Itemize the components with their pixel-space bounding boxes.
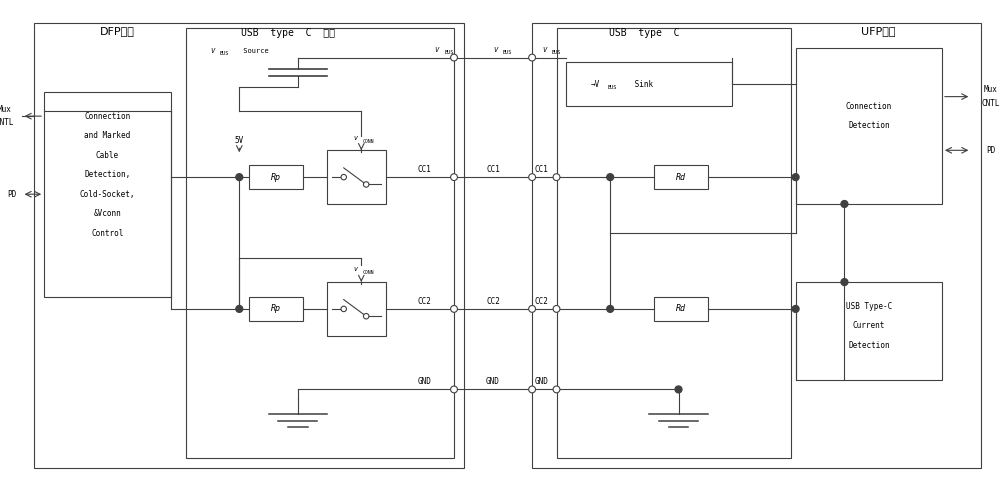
Text: 5V: 5V	[235, 136, 244, 145]
Text: BUS: BUS	[220, 51, 229, 56]
Circle shape	[675, 386, 682, 393]
Text: CC1: CC1	[418, 165, 432, 174]
Circle shape	[792, 305, 799, 312]
Circle shape	[341, 174, 346, 180]
Circle shape	[607, 174, 614, 181]
Circle shape	[529, 174, 536, 181]
Circle shape	[529, 305, 536, 312]
Text: GND: GND	[486, 377, 500, 386]
Text: PD: PD	[7, 190, 17, 199]
Circle shape	[529, 54, 536, 61]
Text: →V: →V	[591, 80, 600, 89]
Text: PD: PD	[986, 146, 995, 155]
Text: Current: Current	[853, 322, 885, 330]
Text: BUS: BUS	[552, 50, 561, 55]
Text: Connection: Connection	[846, 102, 892, 111]
Circle shape	[451, 54, 457, 61]
Circle shape	[553, 305, 560, 312]
Text: CONN: CONN	[362, 139, 374, 144]
Text: CC2: CC2	[418, 297, 432, 306]
Text: BUS: BUS	[444, 50, 454, 55]
Text: Rd: Rd	[676, 305, 686, 313]
Text: V: V	[542, 47, 546, 53]
Text: GND: GND	[535, 377, 549, 386]
Text: CNTL: CNTL	[982, 99, 1000, 108]
Text: Detection: Detection	[848, 341, 890, 350]
Text: Rd: Rd	[676, 173, 686, 182]
Text: CONN: CONN	[362, 270, 374, 275]
Text: Rp: Rp	[271, 173, 281, 182]
Text: V: V	[353, 267, 357, 272]
Circle shape	[236, 174, 243, 181]
Text: DFP机台: DFP机台	[100, 26, 135, 36]
Text: CC2: CC2	[535, 297, 549, 306]
Circle shape	[841, 279, 848, 285]
Text: BUS: BUS	[607, 85, 617, 90]
Text: Source: Source	[239, 48, 269, 54]
Text: Detection: Detection	[848, 122, 890, 130]
Text: USB  type  C  线路: USB type C 线路	[241, 28, 335, 38]
Circle shape	[363, 313, 369, 319]
Text: Mux: Mux	[984, 85, 998, 94]
Text: CNTL: CNTL	[0, 119, 14, 127]
Circle shape	[792, 174, 799, 181]
Circle shape	[841, 201, 848, 207]
Circle shape	[341, 306, 346, 312]
Text: USB Type-C: USB Type-C	[846, 302, 892, 311]
Circle shape	[451, 386, 457, 393]
Text: and Marked: and Marked	[84, 131, 131, 140]
Circle shape	[363, 182, 369, 187]
Circle shape	[236, 305, 243, 312]
Text: Detection,: Detection,	[84, 170, 131, 179]
Text: V: V	[210, 48, 214, 54]
Text: V: V	[434, 47, 439, 53]
Text: USB  type  C: USB type C	[609, 28, 680, 38]
Text: UFP机台: UFP机台	[861, 26, 896, 36]
Text: GND: GND	[418, 377, 432, 386]
Text: CC2: CC2	[486, 297, 500, 306]
Text: Mux: Mux	[0, 105, 12, 114]
Circle shape	[553, 386, 560, 393]
Text: BUS: BUS	[503, 50, 512, 55]
Text: Cable: Cable	[96, 151, 119, 160]
Text: CC1: CC1	[486, 165, 500, 174]
Text: Sink: Sink	[630, 80, 653, 89]
Text: V: V	[493, 47, 497, 53]
Text: &Vconn: &Vconn	[94, 209, 121, 218]
Text: Cold-Socket,: Cold-Socket,	[80, 190, 135, 199]
Circle shape	[553, 174, 560, 181]
Text: Connection: Connection	[84, 112, 131, 121]
Text: V: V	[353, 136, 357, 141]
Circle shape	[607, 305, 614, 312]
Circle shape	[451, 305, 457, 312]
Circle shape	[529, 386, 536, 393]
Circle shape	[451, 174, 457, 181]
Text: CC1: CC1	[535, 165, 549, 174]
Text: Control: Control	[91, 229, 124, 238]
Text: Rp: Rp	[271, 305, 281, 313]
